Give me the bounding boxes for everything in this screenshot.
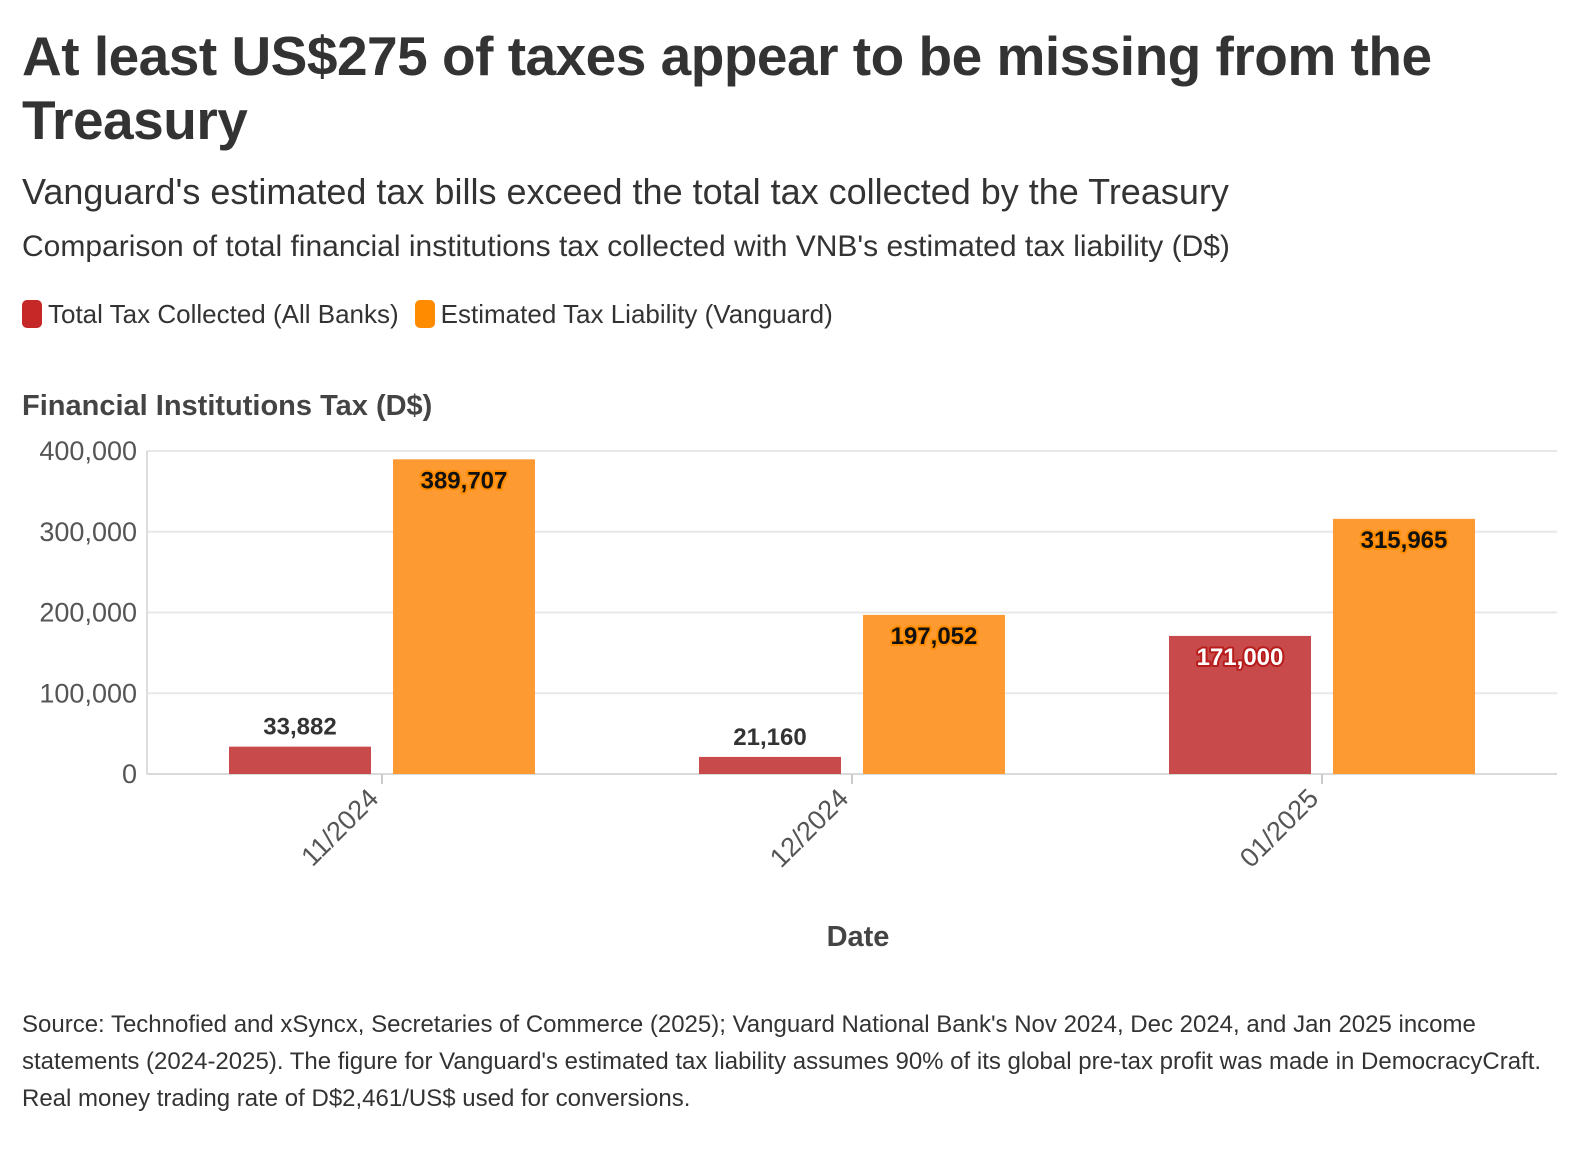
data-labels: 33,882 389,707 21,160 197,052 171,000 315,965 bbox=[263, 465, 1449, 751]
chart-subtitle: Vanguard's estimated tax bills exceed th… bbox=[22, 171, 1229, 212]
bar-total-tax-collected bbox=[1169, 635, 1311, 774]
bars bbox=[229, 459, 1475, 774]
x-tick-label: 01/2025 bbox=[1234, 783, 1324, 873]
bar-total-tax-collected bbox=[699, 756, 841, 774]
legend-label-total-tax: Total Tax Collected (All Banks) bbox=[48, 299, 399, 329]
legend-swatch-estimated-liability bbox=[414, 300, 435, 328]
y-tick-label: 0 bbox=[122, 759, 137, 789]
y-tick-label: 100,000 bbox=[39, 678, 137, 708]
x-tick-label: 11/2024 bbox=[295, 783, 384, 872]
y-tick-label: 300,000 bbox=[39, 517, 137, 547]
y-tick-label: 400,000 bbox=[39, 436, 137, 466]
legend-swatch-total-tax bbox=[22, 300, 42, 328]
legend-label-estimated-liability: Estimated Tax Liability (Vanguard) bbox=[440, 299, 833, 329]
bar-chart: Financial Institutions Tax (D$) Date 33,… bbox=[22, 390, 1557, 953]
legend-item-total-tax: Total Tax Collected (All Banks) bbox=[22, 298, 399, 330]
bar-total-tax-collected bbox=[229, 746, 371, 774]
data-label: 33,882 bbox=[263, 714, 336, 741]
data-label: 197,052 bbox=[891, 623, 978, 650]
data-label: 389,707 bbox=[421, 467, 508, 494]
x-axis-title: Date bbox=[827, 921, 890, 953]
bar-estimated-tax-liability bbox=[393, 459, 535, 774]
data-label: 171,000 bbox=[1197, 644, 1284, 671]
y-tick-label: 200,000 bbox=[39, 598, 137, 628]
chart-legend: Total Tax Collected (All Banks) Estimate… bbox=[22, 298, 849, 330]
bar-estimated-tax-liability bbox=[863, 614, 1005, 774]
data-label: 315,965 bbox=[1361, 527, 1448, 554]
axes: 0 100,000 200,000 300,000 400,000 11/2024 12/2… bbox=[39, 436, 1324, 873]
y-axis-title: Financial Institutions Tax (D$) bbox=[22, 390, 432, 422]
x-tick-label: 12/2024 bbox=[764, 783, 854, 873]
chart-title: At least US$275 of taxes appear to be mi… bbox=[22, 25, 1432, 151]
bar-estimated-tax-liability bbox=[1333, 518, 1475, 774]
data-label: 21,160 bbox=[733, 724, 806, 751]
legend-item-estimated-liability: Estimated Tax Liability (Vanguard) bbox=[414, 298, 833, 330]
chart-description: Comparison of total financial institutio… bbox=[22, 230, 1230, 263]
source-note: Source: Technofied and xSyncx, Secretari… bbox=[22, 1011, 1542, 1112]
